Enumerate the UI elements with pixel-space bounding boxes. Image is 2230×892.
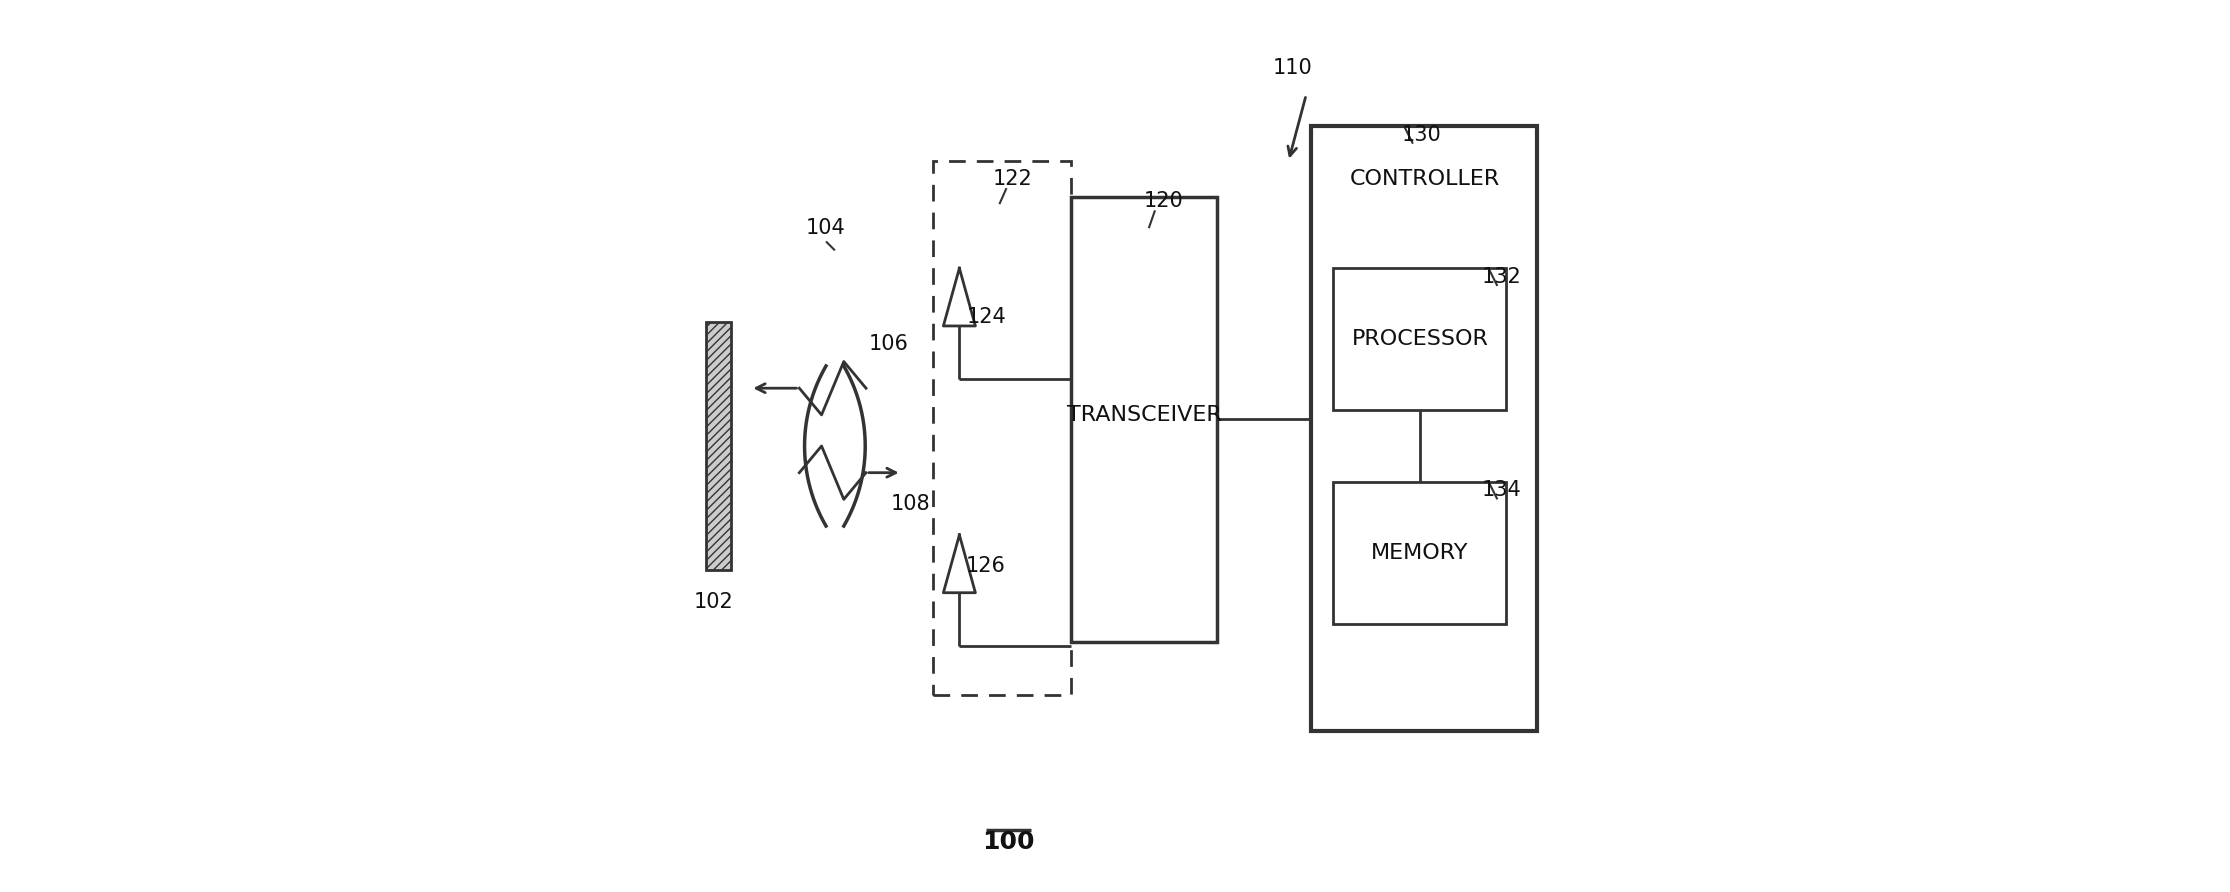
FancyBboxPatch shape xyxy=(1334,268,1505,410)
Text: PROCESSOR: PROCESSOR xyxy=(1351,329,1487,350)
Text: MEMORY: MEMORY xyxy=(1371,542,1470,563)
FancyBboxPatch shape xyxy=(707,321,731,571)
Text: 120: 120 xyxy=(1144,192,1184,211)
FancyBboxPatch shape xyxy=(932,161,1070,695)
Text: 108: 108 xyxy=(890,494,930,514)
FancyBboxPatch shape xyxy=(1311,126,1536,731)
Text: 124: 124 xyxy=(966,307,1006,327)
Text: 106: 106 xyxy=(867,334,908,354)
Text: 110: 110 xyxy=(1273,58,1313,78)
Text: 130: 130 xyxy=(1403,125,1441,145)
Text: 132: 132 xyxy=(1483,267,1521,287)
Text: 102: 102 xyxy=(694,591,734,612)
Text: TRANSCEIVER: TRANSCEIVER xyxy=(1066,405,1222,425)
Text: 100: 100 xyxy=(981,830,1035,854)
Text: 104: 104 xyxy=(805,219,845,238)
FancyBboxPatch shape xyxy=(1070,197,1218,641)
Text: 122: 122 xyxy=(992,169,1032,189)
Text: 126: 126 xyxy=(966,556,1006,576)
FancyBboxPatch shape xyxy=(1334,482,1505,624)
Text: 134: 134 xyxy=(1483,481,1521,500)
Text: CONTROLLER: CONTROLLER xyxy=(1349,169,1499,189)
